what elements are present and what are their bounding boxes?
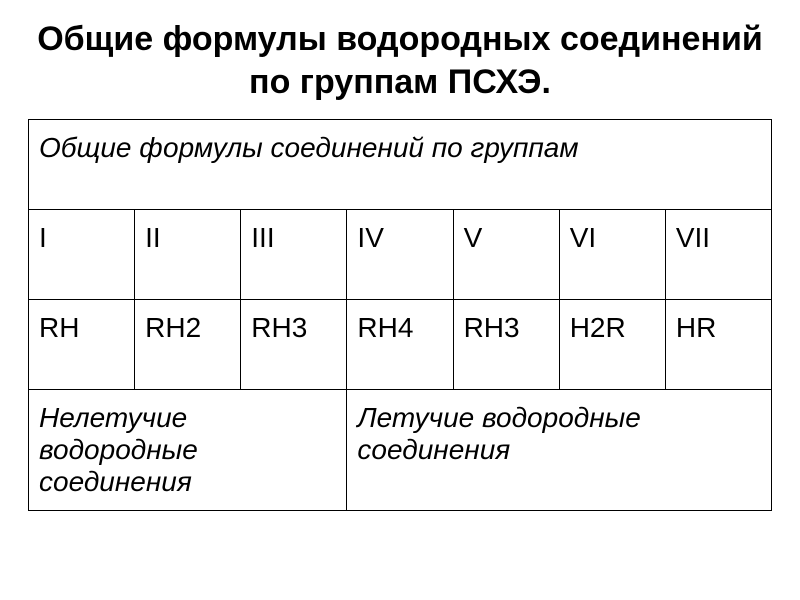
- page-title: Общие формулы водородных соединений по г…: [28, 18, 772, 103]
- table-row: Общие формулы соединений по группам: [29, 120, 772, 210]
- group-cell: VII: [665, 210, 771, 300]
- formula-cell: RH4: [347, 300, 453, 390]
- group-cell: II: [135, 210, 241, 300]
- group-cell: V: [453, 210, 559, 300]
- formula-cell: RH: [29, 300, 135, 390]
- group-cell: I: [29, 210, 135, 300]
- bottom-left-cell: Нелетучие водородные соединения: [29, 390, 347, 511]
- formula-cell: RH3: [453, 300, 559, 390]
- group-cell: IV: [347, 210, 453, 300]
- header-row-cell: Общие формулы соединений по группам: [29, 120, 772, 210]
- group-cell: III: [241, 210, 347, 300]
- bottom-right-cell: Летучие водородные соединения: [347, 390, 772, 511]
- formula-cell: H2R: [559, 300, 665, 390]
- table-row: I II III IV V VI VII: [29, 210, 772, 300]
- formula-cell: RH2: [135, 300, 241, 390]
- group-cell: VI: [559, 210, 665, 300]
- formula-cell: HR: [665, 300, 771, 390]
- formula-table: Общие формулы соединений по группам I II…: [28, 119, 772, 511]
- table-row: RH RH2 RH3 RH4 RH3 H2R HR: [29, 300, 772, 390]
- table-row: Нелетучие водородные соединения Летучие …: [29, 390, 772, 511]
- formula-cell: RH3: [241, 300, 347, 390]
